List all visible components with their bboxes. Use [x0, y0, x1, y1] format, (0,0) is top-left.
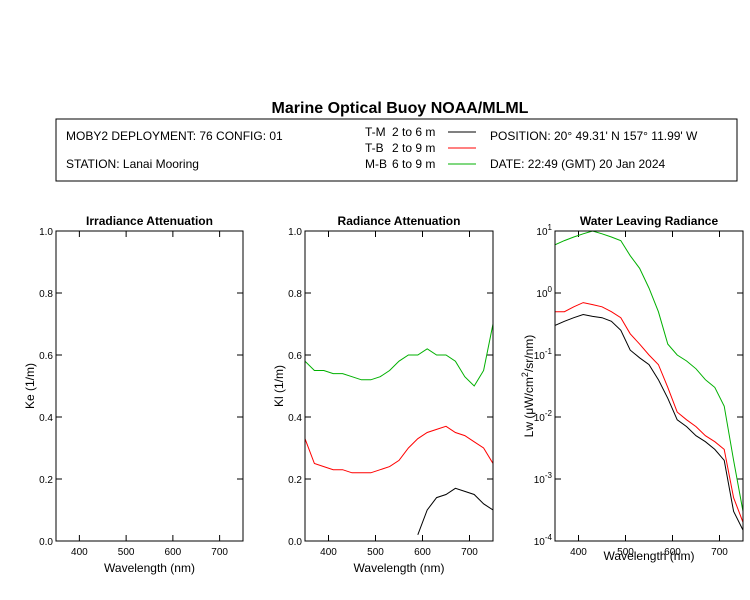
y-tick-label-base: 0.8	[39, 289, 53, 300]
legend-depth: 6 to 9 m	[392, 157, 435, 171]
y-tick-label-exp: -1	[545, 347, 553, 356]
series-line	[305, 323, 493, 387]
panel: Radiance Attenuation Wavelength (nm) Kl (1…	[272, 214, 494, 575]
y-tick-label: 0.6	[39, 351, 53, 362]
y-tick-label: 10-1	[534, 347, 553, 362]
series-line	[555, 313, 743, 531]
deployment: MOBY2 DEPLOYMENT: 76 CONFIG: 01	[66, 129, 283, 143]
legend-name: T-B	[365, 141, 384, 155]
x-tick-label: 400	[71, 547, 88, 558]
y-tick-label: 1.0	[39, 227, 53, 238]
x-tick-label: 600	[664, 547, 681, 558]
y-tick-label: 0.4	[288, 413, 302, 424]
y-tick-label: 100	[536, 285, 552, 300]
y-tick-label: 0.2	[288, 475, 302, 486]
y-axis-label-sup: 2	[520, 372, 530, 377]
y-tick-label-exp: -4	[545, 533, 553, 542]
x-axis-label: Wavelength (nm)	[354, 561, 445, 575]
plot-frame	[304, 230, 494, 542]
y-tick-label-exp: -3	[545, 471, 553, 480]
y-tick-label: 101	[536, 223, 552, 238]
y-tick-label-base: 0.0	[39, 537, 53, 548]
legend-depth: 2 to 6 m	[392, 125, 435, 139]
x-axis-label: Wavelength (nm)	[604, 549, 695, 563]
y-axis-label: Lw (μW/cm2/sr/nm)	[520, 335, 536, 438]
y-tick-label-base: 0.4	[288, 413, 302, 424]
x-tick-label: 500	[367, 547, 384, 558]
position: POSITION: 20° 49.31' N 157° 11.99' W	[490, 129, 698, 143]
y-tick-label: 0.8	[39, 289, 53, 300]
panel-title: Water Leaving Radiance	[580, 214, 719, 228]
y-tick-label: 0.4	[39, 413, 53, 424]
y-tick-label-base: 10	[534, 537, 546, 548]
y-tick-label-base: 0.8	[288, 289, 302, 300]
y-tick-label: 1.0	[288, 227, 302, 238]
y-axis-label: Ke (1/m)	[23, 363, 37, 409]
y-tick-label-base: 10	[534, 351, 546, 362]
panel-title: Irradiance Attenuation	[86, 214, 213, 228]
date: DATE: 22:49 (GMT) 20 Jan 2024	[490, 157, 666, 171]
panel-title: Radiance Attenuation	[338, 214, 461, 228]
y-axis-label: Kl (1/m)	[272, 365, 286, 407]
y-axis-label-end: /sr/nm)	[522, 335, 536, 372]
x-tick-label: 700	[461, 547, 478, 558]
x-tick-label: 500	[617, 547, 634, 558]
y-tick-label-base: 0.6	[39, 351, 53, 362]
y-tick-label: 10-3	[534, 471, 553, 486]
series-line	[555, 302, 743, 523]
y-tick-label-base: 10	[534, 475, 546, 486]
station: STATION: Lanai Mooring	[66, 157, 199, 171]
panel: Water Leaving Radiance Wavelength (nm) Lw …	[520, 214, 744, 563]
plot-frame	[55, 230, 244, 542]
x-axis-label: Wavelength (nm)	[104, 561, 195, 575]
x-tick-label: 700	[211, 547, 228, 558]
x-tick-label: 600	[414, 547, 431, 558]
x-tick-label: 700	[711, 547, 728, 558]
y-tick-label-base: 0.4	[39, 413, 53, 424]
series-line	[305, 425, 493, 474]
legend-depth: 2 to 9 m	[392, 141, 435, 155]
plot-frame	[554, 230, 744, 542]
y-tick-label-exp: 0	[548, 285, 553, 294]
x-tick-label: 400	[320, 547, 337, 558]
y-tick-label: 0.6	[288, 351, 302, 362]
y-tick-label-base: 1.0	[288, 227, 302, 238]
legend: T-M 2 to 6 m T-B 2 to 9 m M-B 6 to 9 m	[365, 125, 476, 171]
y-tick-label-base: 10	[536, 227, 548, 238]
y-tick-label-exp: 1	[548, 223, 553, 232]
panel: Irradiance Attenuation Wavelength (nm) Ke …	[23, 214, 244, 575]
y-tick-label-base: 0.2	[39, 475, 53, 486]
info-box	[55, 118, 738, 182]
x-tick-label: 500	[118, 547, 135, 558]
series-line	[417, 487, 493, 535]
x-tick-label: 400	[570, 547, 587, 558]
legend-name: M-B	[365, 157, 387, 171]
y-axis-label-text: Ke (1/m)	[23, 363, 37, 409]
y-tick-label-base: 0.2	[288, 475, 302, 486]
page-title: Marine Optical Buoy NOAA/MLML	[272, 100, 529, 117]
y-tick-label: 0.2	[39, 475, 53, 486]
y-tick-label-base: 0.6	[288, 351, 302, 362]
y-tick-label-base: 1.0	[39, 227, 53, 238]
legend-name: T-M	[365, 125, 386, 139]
y-tick-label: 0.8	[288, 289, 302, 300]
series-line	[555, 231, 743, 512]
y-tick-label-base: 10	[536, 289, 548, 300]
y-axis-label-text: Kl (1/m)	[272, 365, 286, 407]
y-tick-label-base: 0.0	[288, 537, 302, 548]
y-tick-label: 10-2	[534, 409, 553, 424]
y-tick-label-exp: -2	[545, 409, 553, 418]
y-axis-label-text: Lw (μW/cm	[522, 377, 536, 437]
x-tick-label: 600	[165, 547, 182, 558]
y-tick-label: 0.0	[288, 537, 302, 548]
y-tick-label: 10-4	[534, 533, 553, 548]
y-tick-label: 0.0	[39, 537, 53, 548]
y-tick-label-base: 10	[534, 413, 546, 424]
